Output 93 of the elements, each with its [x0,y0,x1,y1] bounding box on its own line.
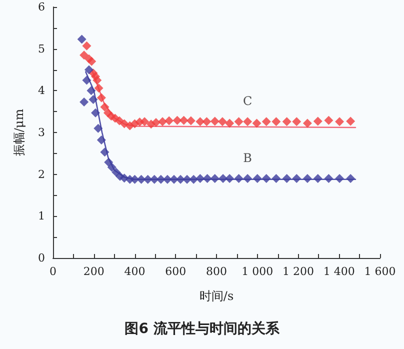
point [202,174,212,184]
point [86,86,96,96]
y-tick-label: 6 [38,0,45,14]
point [346,116,356,126]
point [210,174,220,184]
point [91,108,100,118]
point [218,117,227,126]
point [282,117,292,126]
point [302,118,312,128]
point [243,174,252,184]
point [252,118,262,128]
point [292,117,302,126]
point [179,116,188,125]
point [87,56,96,66]
x-tick-label: 400 [124,265,146,278]
series-label: B [243,151,252,166]
point [84,65,94,74]
text: 图6 流平性与时间的关系 [124,320,280,337]
point [162,174,172,184]
point [324,174,334,184]
point [189,174,198,184]
point [196,117,205,126]
y-tick-label: 4 [38,84,45,98]
point [335,117,344,126]
x-axis-title: 时间/s [199,289,234,303]
point [262,117,271,126]
point [114,116,124,126]
point [218,174,228,184]
point [80,50,89,60]
point [143,174,152,184]
point [225,174,234,184]
x-tick-label: 800 [206,265,227,278]
point [234,117,244,126]
point [302,174,312,184]
point [243,117,252,126]
point [82,41,92,50]
point [169,174,178,184]
x-tick-label: 1 000 [242,265,274,278]
point [100,148,110,157]
point [82,76,92,85]
point [140,117,150,126]
y-tick-label: 1 [38,210,45,223]
point [100,102,110,112]
y-tick-label: 0 [38,252,45,264]
point [262,174,271,184]
point [324,116,334,125]
point [107,162,116,172]
point [104,158,114,167]
point [96,93,106,102]
point [96,136,106,145]
point [313,116,322,126]
point [164,116,174,126]
point [210,116,220,126]
y-tick-label: 3 [38,126,45,139]
point [196,174,205,184]
point [346,174,356,184]
point [292,174,302,184]
point [252,174,262,184]
x-tick-label: 600 [165,265,186,278]
point [92,76,102,85]
y-tick-label: 2 [38,168,45,181]
point [313,174,322,184]
point [94,124,103,133]
series-label: C [242,94,252,108]
point [272,117,281,126]
x-tick-label: 1 400 [323,265,355,278]
point [156,174,166,184]
y-axis-title: 振幅/μm [12,108,26,156]
point [202,117,212,126]
x-tick-label: 1 600 [364,265,396,278]
point [152,118,161,127]
point [335,174,344,184]
point [120,119,129,128]
x-tick-label: 1 200 [282,265,314,278]
point [150,174,159,184]
point [282,174,292,184]
point [136,174,146,184]
x-tick-label: 0 [50,265,56,278]
point [225,118,234,128]
point [176,174,186,184]
y-tick-label: 5 [38,42,45,56]
point [88,94,98,104]
point [77,34,86,44]
point [80,97,89,106]
point [182,174,192,184]
point [94,84,104,93]
point [130,174,140,184]
x-tick-label: 200 [83,265,104,278]
point [172,116,182,125]
point [272,174,281,184]
point [186,116,196,126]
point [158,117,168,126]
point [234,174,244,184]
